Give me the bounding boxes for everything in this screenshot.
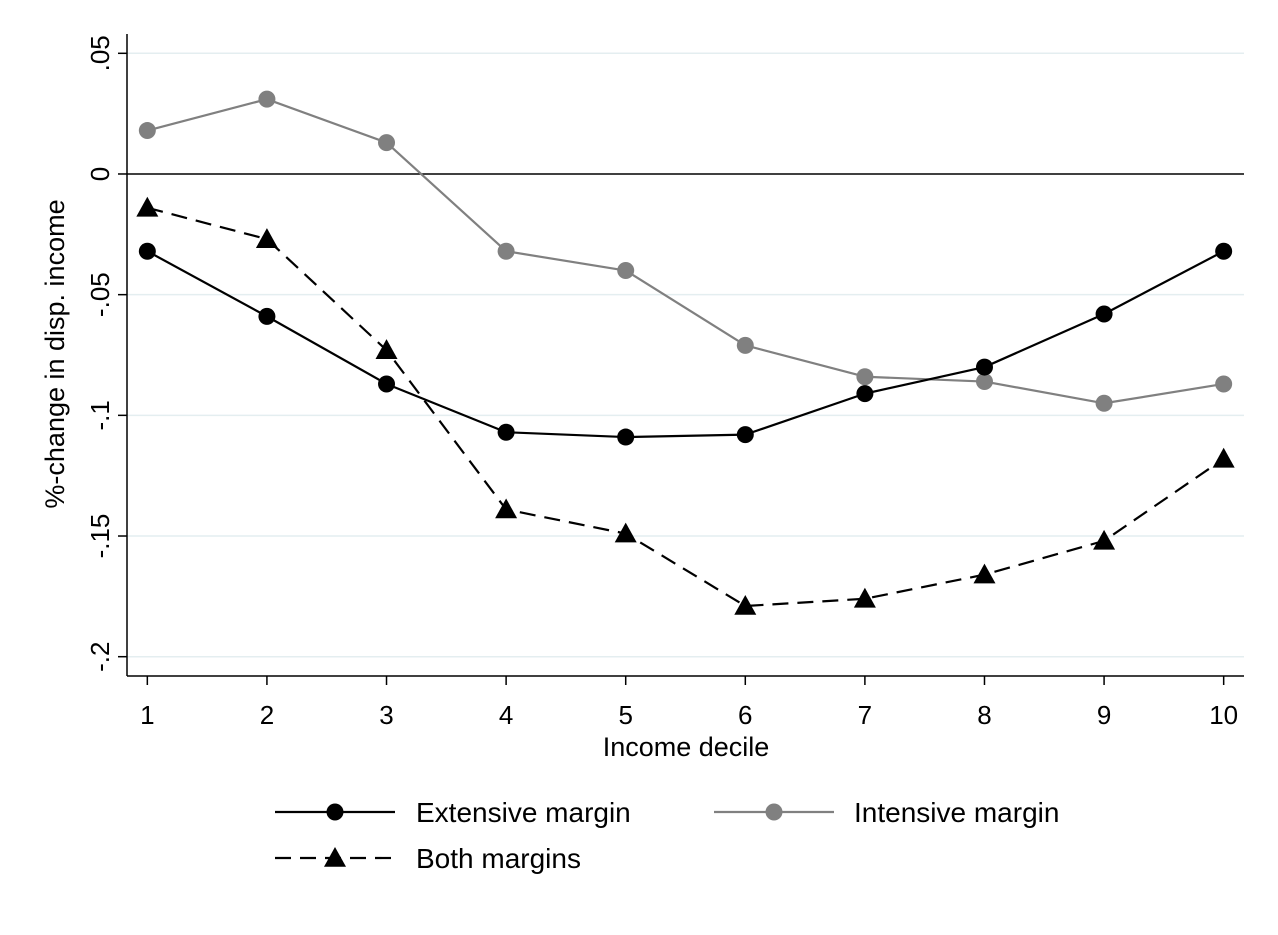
- data-point-intensive-margin: [736, 336, 754, 354]
- legend-label: Intensive margin: [854, 797, 1059, 828]
- legend-marker: [765, 803, 783, 821]
- x-tick-label: 9: [1097, 700, 1111, 730]
- y-tick-label: -.1: [85, 400, 115, 430]
- x-axis-title: Income decile: [603, 732, 770, 762]
- data-point-both-margins: [136, 196, 159, 217]
- series-layer: [136, 90, 1235, 615]
- data-point-extensive-margin: [1215, 242, 1233, 260]
- data-point-intensive-margin: [378, 134, 396, 152]
- series-intensive-margin: [138, 90, 1233, 412]
- data-point-intensive-margin: [856, 368, 874, 386]
- y-tick-label: .05: [85, 35, 115, 71]
- data-point-both-margins: [973, 563, 996, 584]
- data-point-both-margins: [853, 587, 876, 608]
- data-point-extensive-margin: [497, 423, 515, 441]
- x-tick-label: 7: [858, 700, 872, 730]
- x-tick-label: 1: [140, 700, 154, 730]
- series-line-both-margins: [147, 206, 1225, 608]
- grid-layer: [127, 52, 1244, 658]
- legend-marker: [324, 847, 346, 867]
- data-point-intensive-margin: [258, 90, 276, 108]
- y-tick-label: -.15: [85, 514, 115, 559]
- data-point-extensive-margin: [975, 358, 993, 376]
- data-point-extensive-margin: [617, 428, 635, 446]
- x-tick-label: 2: [260, 700, 274, 730]
- data-point-both-margins: [255, 228, 278, 248]
- series-line-extensive-margin: [146, 250, 1225, 439]
- legend-marker: [326, 803, 344, 821]
- data-point-both-margins: [495, 498, 518, 519]
- data-point-intensive-margin: [1095, 394, 1113, 412]
- data-point-both-margins: [375, 339, 398, 359]
- data-point-extensive-margin: [138, 242, 156, 260]
- legend: Extensive margin Intensive margin Both mar…: [275, 797, 1059, 874]
- x-tick-label: 6: [738, 700, 752, 730]
- y-tick-label: 0: [85, 167, 115, 181]
- x-tick-label: 5: [618, 700, 632, 730]
- data-point-extensive-margin: [736, 426, 754, 444]
- series-line-intensive-margin: [147, 98, 1224, 405]
- data-point-intensive-margin: [138, 122, 156, 140]
- data-point-intensive-margin: [497, 242, 515, 260]
- x-tick-label: 10: [1209, 700, 1238, 730]
- y-axis-title: %-change in disp. income: [40, 199, 70, 508]
- axes-layer: [126, 34, 1244, 677]
- data-point-extensive-margin: [378, 375, 396, 393]
- data-point-intensive-margin: [1215, 375, 1233, 393]
- data-point-both-margins: [734, 595, 757, 615]
- data-point-both-margins: [614, 522, 637, 543]
- ticks-layer: .05 0 -.05 -.1 -.15 -.2 1 2 3 4 5 6 7 8 9 10: [85, 35, 1238, 730]
- data-point-both-margins: [1093, 529, 1116, 550]
- x-tick-label: 8: [977, 700, 991, 730]
- data-point-extensive-margin: [258, 307, 276, 325]
- x-tick-label: 3: [379, 700, 393, 730]
- legend-label: Extensive margin: [416, 797, 631, 828]
- legend-label: Both margins: [416, 843, 581, 874]
- data-point-intensive-margin: [617, 262, 635, 280]
- y-tick-label: -.05: [85, 272, 115, 317]
- legend-item-extensive-margin: Extensive margin: [275, 797, 631, 828]
- x-tick-label: 4: [499, 700, 513, 730]
- y-tick-label: -.2: [85, 642, 115, 672]
- legend-item-intensive-margin: Intensive margin: [714, 797, 1059, 828]
- legend-item-both-margins: Both margins: [275, 843, 581, 874]
- data-point-extensive-margin: [1095, 305, 1113, 323]
- series-extensive-margin: [138, 242, 1233, 446]
- data-point-both-margins: [1212, 447, 1235, 468]
- data-point-extensive-margin: [856, 385, 874, 403]
- series-both-margins: [136, 196, 1235, 615]
- data-point-intensive-margin: [975, 373, 993, 391]
